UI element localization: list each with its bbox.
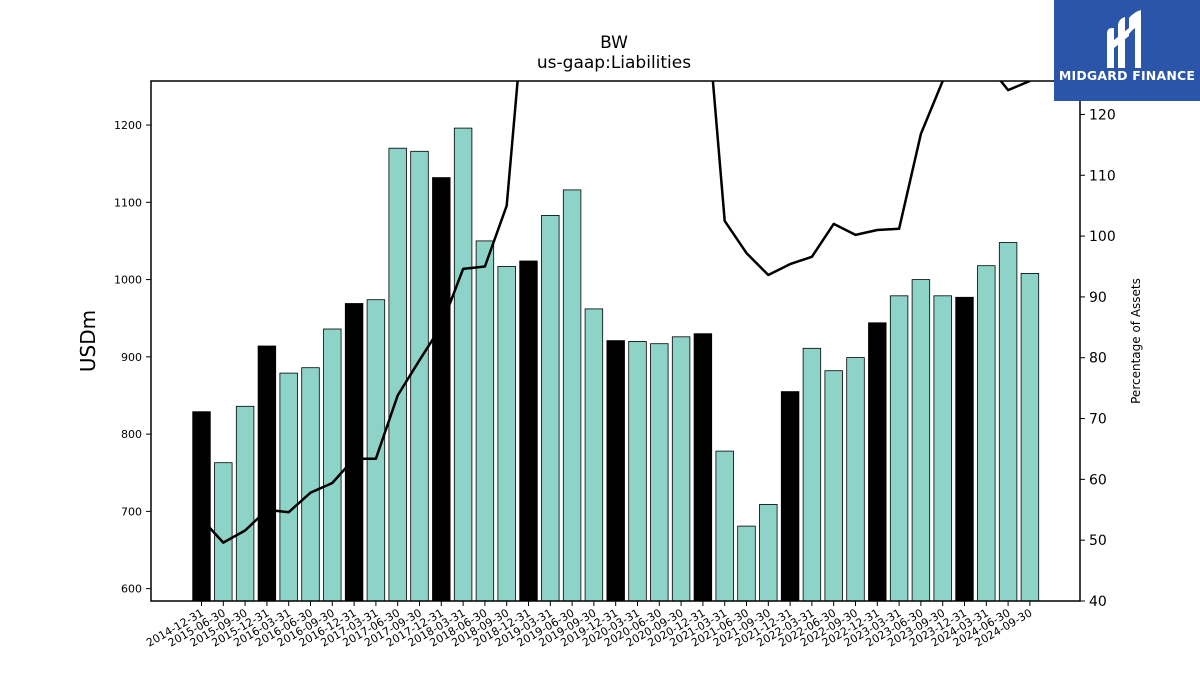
y-axis-right: 40 50 60 70 80 90 100 110 120 bbox=[1080, 107, 1116, 610]
y-tick-label: 700 bbox=[121, 505, 142, 518]
chart-title: BW bbox=[600, 33, 628, 53]
y-axis-label: USDm bbox=[76, 310, 100, 372]
y2-axis-label: Percentage of Assets bbox=[1129, 278, 1143, 404]
bar-2022-12-31 bbox=[868, 322, 887, 602]
line-series bbox=[200, 81, 1031, 544]
bar-2022-09-30 bbox=[846, 357, 865, 602]
y2-tick-label: 110 bbox=[1089, 168, 1116, 184]
y-tick-label: 800 bbox=[121, 428, 142, 441]
bar-2023-06-30 bbox=[911, 279, 931, 602]
bar-2023-03-31 bbox=[889, 295, 909, 602]
bar-2015-12-31 bbox=[257, 345, 277, 602]
y-tick-label: 900 bbox=[121, 351, 142, 364]
bar-2019-03-31 bbox=[541, 214, 560, 602]
bar-2019-09-30 bbox=[584, 308, 604, 602]
bar-2022-03-31 bbox=[802, 347, 822, 602]
y2-tick-label: 90 bbox=[1089, 290, 1107, 306]
bar-2014-12-31 bbox=[192, 411, 211, 602]
bar-2019-06-30 bbox=[562, 189, 582, 602]
bar-2020-09-30 bbox=[671, 336, 691, 602]
bar-2018-06-30 bbox=[475, 240, 495, 602]
y2-tick-label: 40 bbox=[1089, 594, 1107, 610]
chart-subtitle: us-gaap:Liabilities bbox=[536, 53, 692, 73]
bar-2021-12-31 bbox=[780, 391, 800, 602]
bar-2024-09-30 bbox=[1020, 272, 1040, 602]
bar-2022-06-30 bbox=[824, 370, 843, 602]
y2-tick-label: 80 bbox=[1089, 351, 1107, 367]
bar-2016-09-30 bbox=[323, 328, 342, 602]
bar-2021-06-30 bbox=[737, 525, 756, 602]
bar-2017-06-30 bbox=[388, 147, 407, 602]
y2-tick-label: 50 bbox=[1089, 533, 1107, 549]
bar-series bbox=[192, 127, 1040, 602]
bar-2016-12-31 bbox=[344, 303, 364, 602]
bar-2015-06-30 bbox=[214, 462, 233, 602]
bar-2023-09-30 bbox=[933, 295, 952, 602]
y2-tick-label: 60 bbox=[1089, 472, 1107, 488]
bar-2020-12-31 bbox=[693, 333, 713, 602]
bar-2017-03-31 bbox=[366, 299, 386, 602]
x-axis: 2014-12-312015-06-302015-09-302015-12-31… bbox=[144, 601, 1034, 650]
midgard-logo-icon bbox=[1107, 10, 1141, 68]
bar-2024-06-30 bbox=[998, 242, 1018, 602]
bar-2016-06-30 bbox=[301, 367, 320, 602]
y-tick-label: 1100 bbox=[114, 196, 142, 209]
bar-2024-03-31 bbox=[977, 265, 996, 602]
y2-tick-label: 70 bbox=[1089, 412, 1107, 428]
bar-2018-03-31 bbox=[453, 127, 473, 602]
bar-2019-12-31 bbox=[606, 340, 625, 602]
bar-2018-09-30 bbox=[497, 265, 516, 602]
bar-2020-03-31 bbox=[628, 340, 647, 602]
bar-2018-12-31 bbox=[519, 260, 538, 602]
y-tick-label: 1200 bbox=[114, 119, 142, 132]
y2-tick-label: 100 bbox=[1089, 229, 1116, 245]
bar-2016-03-31 bbox=[279, 372, 298, 602]
bar-2021-09-30 bbox=[759, 503, 778, 602]
bar-2020-06-30 bbox=[650, 343, 669, 602]
bar-2017-09-30 bbox=[410, 150, 429, 602]
bar-2017-12-31 bbox=[432, 177, 451, 602]
logo-text: MIDGARD FINANCE bbox=[1058, 68, 1196, 83]
y-axis-left: 600 700 800 900 1000 1100 1200 bbox=[114, 119, 151, 596]
y-tick-label: 600 bbox=[121, 583, 142, 596]
midgard-logo: MIDGARD FINANCE bbox=[1054, 0, 1200, 101]
y2-tick-label: 120 bbox=[1089, 107, 1116, 123]
percentage-of-assets-line bbox=[200, 81, 1031, 544]
bar-2023-12-31 bbox=[955, 296, 974, 602]
bar-2015-09-30 bbox=[235, 405, 255, 602]
bar-2021-03-31 bbox=[715, 450, 734, 602]
y-tick-label: 1000 bbox=[114, 274, 142, 287]
